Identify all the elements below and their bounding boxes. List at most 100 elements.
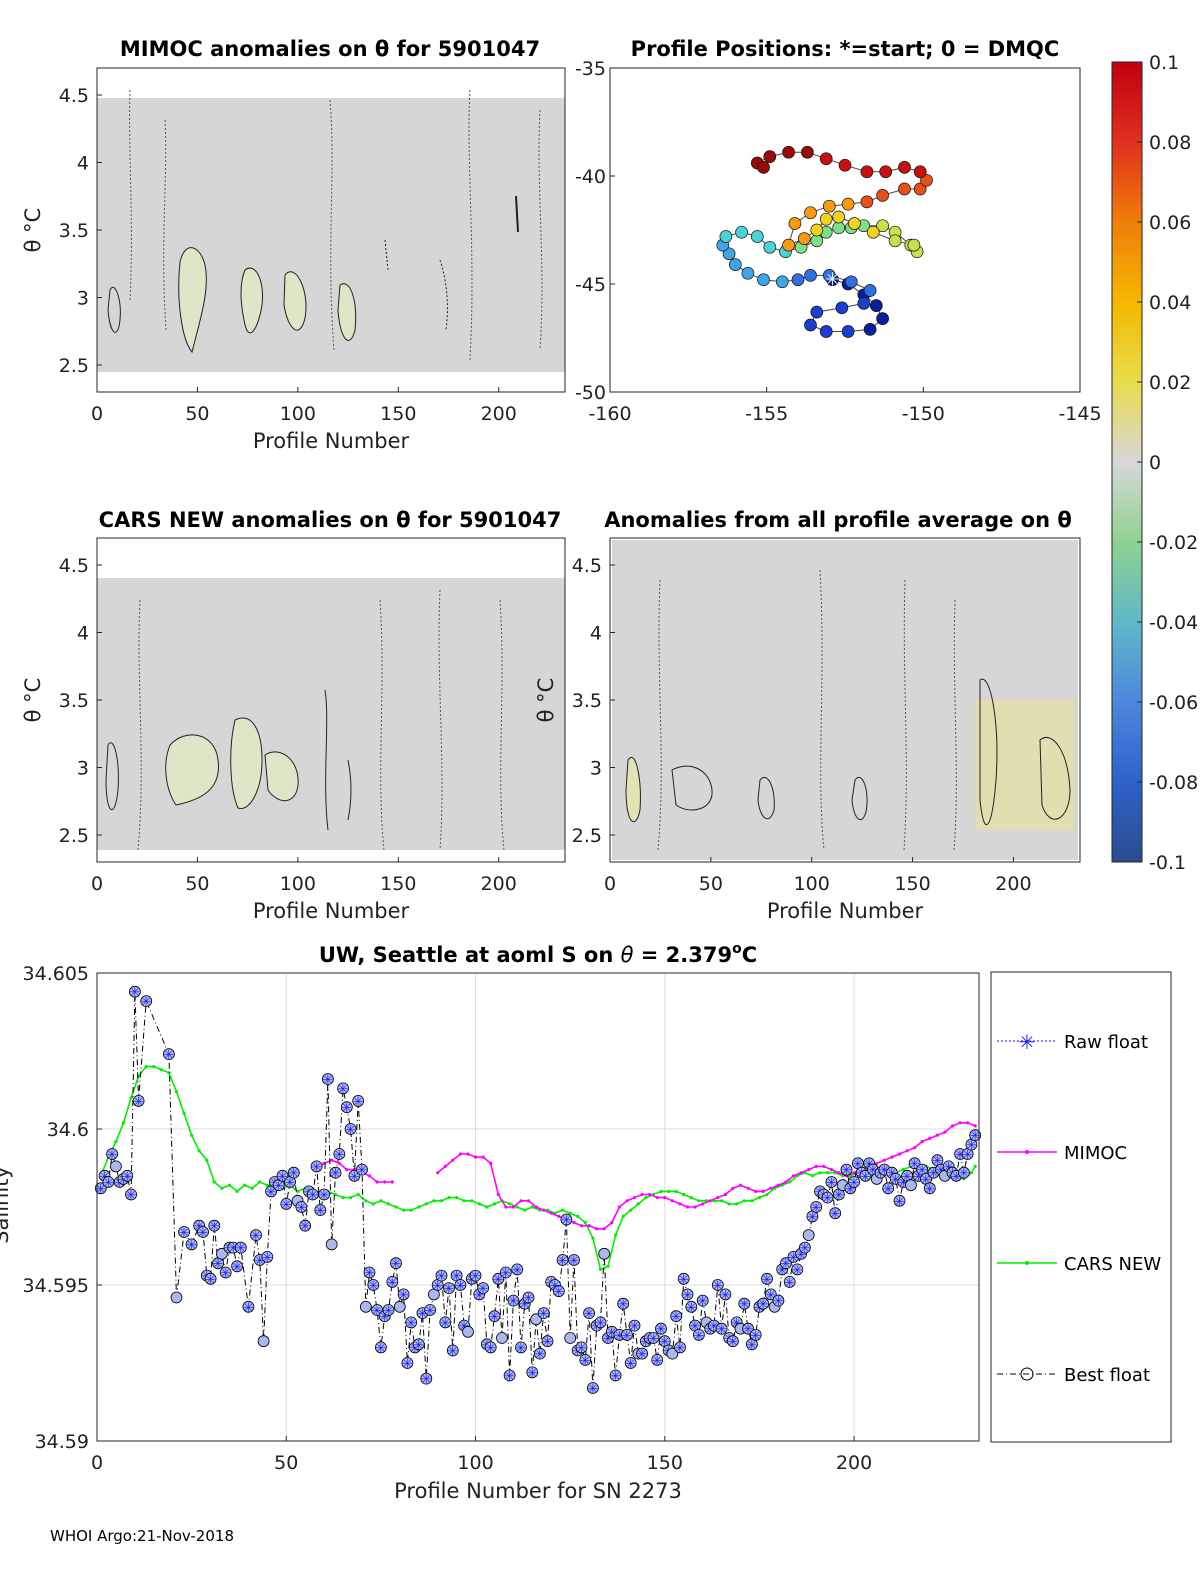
series-point <box>973 1124 977 1128</box>
series-point <box>606 1264 610 1268</box>
raw-float-point: ✳ <box>784 1276 795 1291</box>
raw-float-point: ✳ <box>576 1341 587 1356</box>
series-point <box>682 1192 686 1197</box>
allprof-warm-patch <box>975 700 1075 830</box>
best-float-point <box>492 1272 505 1285</box>
raw-float-point: ✳ <box>447 1345 458 1360</box>
series-point <box>572 1221 576 1225</box>
raw-float-point: ✳ <box>345 1123 356 1138</box>
legend-cars-label: CARS NEW <box>1064 1254 1161 1275</box>
contour-line <box>240 267 264 334</box>
contour-line <box>137 589 505 851</box>
series-point <box>152 1065 156 1069</box>
legend-entry-mimoc: MIMOC <box>997 1143 1127 1164</box>
raw-float-point: ✳ <box>807 1210 818 1225</box>
best-float-point <box>318 1188 331 1201</box>
best-float-point <box>772 1294 785 1307</box>
positions-points: ✳ <box>716 145 933 338</box>
best-float-point <box>681 1288 694 1301</box>
best-float-point <box>609 1369 622 1382</box>
x-tick-label: 150 <box>894 873 930 895</box>
best-float-point <box>636 1347 648 1360</box>
position-point <box>791 273 805 287</box>
colorbar-tick-label: -0.1 <box>1149 852 1186 874</box>
raw-float-point: ✳ <box>440 1316 451 1331</box>
contour-line <box>165 734 219 806</box>
raw-float-point: ✳ <box>864 1157 875 1172</box>
raw-float-point: ✳ <box>928 1167 939 1182</box>
best-float-point <box>325 1238 338 1251</box>
raw-float-point: ✳ <box>307 1189 318 1204</box>
legend-entry-raw: ✳ Raw float <box>997 1030 1148 1054</box>
series-point <box>610 1221 614 1225</box>
series-point <box>966 1121 970 1125</box>
raw-float-point: ✳ <box>727 1335 738 1350</box>
best-float-point <box>647 1332 660 1344</box>
legend-entry-best: Best float <box>997 1365 1150 1386</box>
best-float-point <box>363 1266 376 1279</box>
raw-float-point: ✳ <box>883 1182 894 1197</box>
best-float-point <box>560 1213 573 1226</box>
best-float-point <box>261 1251 274 1263</box>
raw-float-point: ✳ <box>826 1176 837 1191</box>
best-float-point <box>655 1322 667 1335</box>
best-float-point <box>185 1238 198 1251</box>
series-point <box>447 1196 451 1200</box>
position-point <box>722 247 736 261</box>
y-tick-label: -40 <box>575 166 606 188</box>
best-float-point <box>757 1297 770 1310</box>
y-tick-label: 2.5 <box>59 355 89 377</box>
raw-float-point: ✳ <box>228 1242 239 1257</box>
y-tick-label: 3 <box>77 758 89 780</box>
series-point <box>485 1205 489 1209</box>
raw-float-point: ✳ <box>523 1292 534 1307</box>
allprof-ticks: 0 50 100 150 200 2.5 3 3.5 4 4.5 <box>572 555 1032 895</box>
best-float-point <box>859 1169 872 1182</box>
best-float-point <box>321 1073 334 1085</box>
best-float-point <box>393 1300 406 1313</box>
raw-float-point: ✳ <box>849 1176 860 1191</box>
best-float-point <box>329 1166 342 1179</box>
position-point <box>832 221 846 235</box>
series-point <box>197 1149 201 1153</box>
series-point <box>905 1149 909 1153</box>
best-float-point <box>507 1294 520 1307</box>
x-tick-label: -155 <box>745 403 788 425</box>
series-point <box>587 1224 591 1228</box>
raw-float-point: ✳ <box>432 1279 443 1294</box>
series-point <box>530 1205 534 1209</box>
x-tick-label: 100 <box>280 873 316 895</box>
y-tick-label: 34.605 <box>23 963 89 985</box>
series-point <box>720 1199 724 1203</box>
raw-float-point: ✳ <box>970 1129 981 1144</box>
series-point <box>455 1196 459 1200</box>
series-point <box>648 1192 652 1197</box>
series-point <box>473 1155 478 1159</box>
best-float-point <box>162 1048 175 1060</box>
series-point <box>674 1189 678 1193</box>
raw-float-point: ✳ <box>126 1189 137 1204</box>
best-float-point <box>908 1157 921 1170</box>
series-point <box>950 1124 955 1128</box>
mimoc-ylabel: θ °C <box>21 208 45 253</box>
x-tick-label: 50 <box>185 873 209 895</box>
best-float-point <box>125 1188 138 1201</box>
position-point <box>757 273 770 287</box>
raw-float-point: ✳ <box>243 1301 254 1316</box>
best-float-point <box>412 1338 425 1351</box>
best-float-point <box>435 1269 448 1282</box>
series-point <box>492 1202 497 1206</box>
best-float-point <box>140 995 153 1007</box>
colorbar: 0.1 0.08 0.06 0.04 0.02 0 -0.02 -0.04 -0.06 -0.08… <box>1111 52 1198 874</box>
position-point <box>819 325 833 338</box>
salinity-panel: ✳✳✳✳✳✳✳✳✳✳✳✳✳✳✳✳✳✳✳✳✳✳✳✳✳✳✳✳✳✳✳✳✳✳✳✳✳✳✳✳… <box>0 941 982 1503</box>
series-point <box>738 1183 743 1187</box>
series-point <box>424 1202 428 1206</box>
raw-float-point: ✳ <box>527 1366 538 1381</box>
raw-float-point: ✳ <box>391 1257 402 1272</box>
series-point <box>466 1152 470 1156</box>
position-point <box>898 182 911 196</box>
raw-float-point: ✳ <box>731 1316 742 1331</box>
series-point <box>568 1211 572 1215</box>
best-float-point <box>170 1291 183 1304</box>
